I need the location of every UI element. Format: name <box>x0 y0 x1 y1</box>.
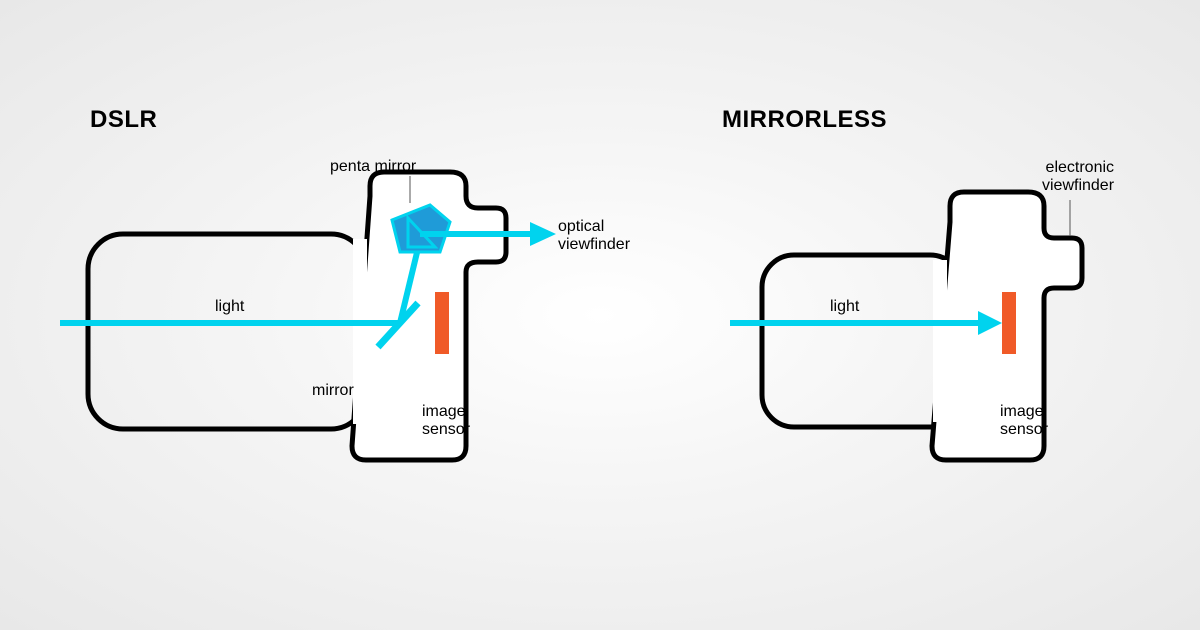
dslr-overlap-mask <box>353 239 367 424</box>
mirrorless-image-sensor <box>1002 292 1016 354</box>
mirrorless-label-image-sensor: image sensor <box>1000 403 1048 440</box>
mirrorless-label-light: light <box>830 298 859 316</box>
dslr-label-penta-mirror: penta mirror <box>330 158 416 176</box>
mirrorless-label-evf: electronic viewfinder <box>1042 159 1114 196</box>
dslr-label-optical-viewfinder: optical viewfinder <box>558 218 630 255</box>
diagram-container: DSLR MIRRORLESS <box>0 0 1200 630</box>
diagram-svg <box>0 0 1200 630</box>
mirrorless-lens-outline <box>762 255 962 427</box>
dslr-image-sensor <box>435 292 449 354</box>
dslr-label-light: light <box>215 298 244 316</box>
mirrorless-overlap-mask <box>933 260 947 422</box>
dslr-label-mirror: mirror <box>312 382 354 400</box>
dslr-light-arrow <box>530 222 556 246</box>
dslr-label-image-sensor: image sensor <box>422 403 470 440</box>
